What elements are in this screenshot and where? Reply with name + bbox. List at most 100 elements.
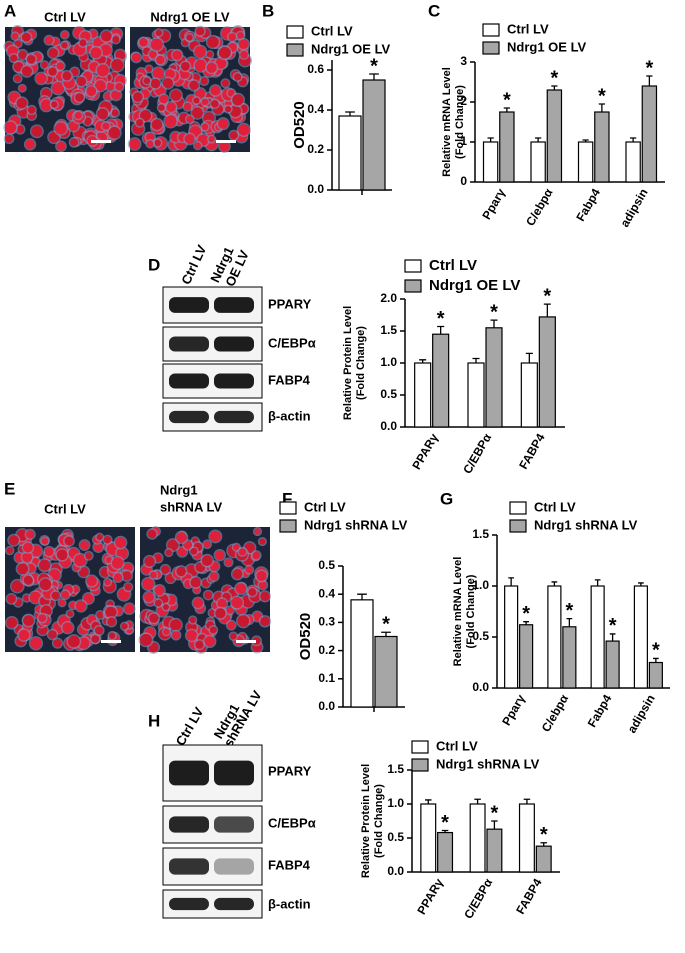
cell [41, 537, 49, 545]
bar [437, 831, 454, 873]
micrographs [3, 24, 272, 654]
bar [590, 585, 605, 689]
x-tick-label: C/EBPα [460, 431, 494, 477]
x-tick-label: FABP4 [513, 876, 545, 917]
y-axis-label: Relative Protein Level [360, 764, 372, 878]
error-bar [646, 75, 653, 86]
cell [56, 141, 66, 151]
bar [625, 141, 641, 183]
blot-band [214, 760, 254, 786]
cell [145, 65, 153, 73]
cell [233, 544, 240, 551]
panel-letter: C [428, 1, 440, 20]
error-bar [525, 352, 533, 363]
error-bar [345, 111, 355, 116]
cell [23, 594, 30, 602]
cell [209, 530, 221, 542]
cell [158, 104, 165, 111]
significance-mark: * [652, 640, 660, 662]
blot-band [169, 336, 209, 352]
blot-band [214, 816, 254, 833]
error-bar [523, 798, 531, 804]
bar [535, 845, 552, 873]
cell [140, 110, 152, 122]
cell [48, 630, 57, 639]
cell [105, 557, 112, 564]
cell [11, 32, 19, 40]
cell [91, 635, 100, 643]
image-label: Ctrl LV [44, 9, 86, 24]
cell [18, 50, 27, 60]
cell [90, 47, 102, 59]
cell [131, 53, 141, 62]
blot-band [214, 897, 254, 911]
western-blots [162, 286, 263, 919]
y-tick-label: 0.4 [307, 102, 324, 116]
y-axis-label: (Fold Change) [373, 784, 385, 858]
cell [121, 623, 128, 630]
y-axis-label: OD520 [297, 613, 314, 661]
cell [208, 136, 215, 143]
cell [66, 610, 73, 617]
y-tick-label: 0.5 [472, 629, 489, 643]
significance-mark: * [540, 824, 548, 846]
blot-band [214, 336, 254, 352]
bar [420, 803, 437, 873]
cell [105, 606, 117, 618]
cell [165, 69, 175, 79]
cell [248, 588, 257, 597]
cell [221, 79, 229, 87]
cell [186, 630, 198, 641]
bar [648, 661, 663, 689]
y-axis-label: (Fold Change) [465, 574, 477, 648]
bar [485, 327, 503, 428]
cell [133, 92, 143, 102]
cell [200, 77, 208, 85]
cell [232, 94, 244, 106]
cell [183, 102, 192, 111]
bar [594, 111, 610, 183]
cell [93, 542, 103, 552]
cell [150, 78, 161, 89]
cell [186, 115, 194, 123]
cell [176, 566, 186, 577]
error-bar [369, 73, 379, 80]
cell [215, 608, 226, 619]
cell [7, 594, 16, 604]
cell [201, 555, 213, 566]
cell [183, 540, 193, 550]
panel-letter: E [4, 479, 15, 498]
y-tick-label: 0.3 [318, 615, 335, 629]
cell [61, 590, 70, 599]
cell [107, 617, 116, 626]
cell [112, 35, 120, 44]
cell [26, 54, 36, 64]
cell [48, 48, 59, 58]
cell [143, 77, 151, 85]
cell [154, 585, 165, 596]
cell [204, 636, 215, 647]
bar [504, 585, 519, 689]
cell [61, 42, 68, 49]
blot-band [214, 858, 254, 875]
cell [122, 571, 132, 581]
cell [238, 548, 246, 556]
legend-swatch [404, 279, 422, 293]
cell [209, 626, 217, 634]
legend-label: Ndrg1 shRNA LV [436, 756, 540, 771]
bar [467, 362, 485, 428]
cell [176, 532, 187, 543]
blot-band [214, 297, 254, 313]
significance-mark: * [645, 57, 653, 79]
panel-letter: A [4, 1, 16, 20]
cell [103, 536, 112, 544]
x-tick-label: Fabp4 [573, 186, 603, 224]
cell [193, 97, 200, 104]
cell [115, 82, 123, 91]
error-bar [491, 820, 498, 830]
cell [163, 628, 170, 635]
cell [74, 111, 82, 119]
bar [605, 640, 620, 689]
cell [23, 575, 33, 585]
